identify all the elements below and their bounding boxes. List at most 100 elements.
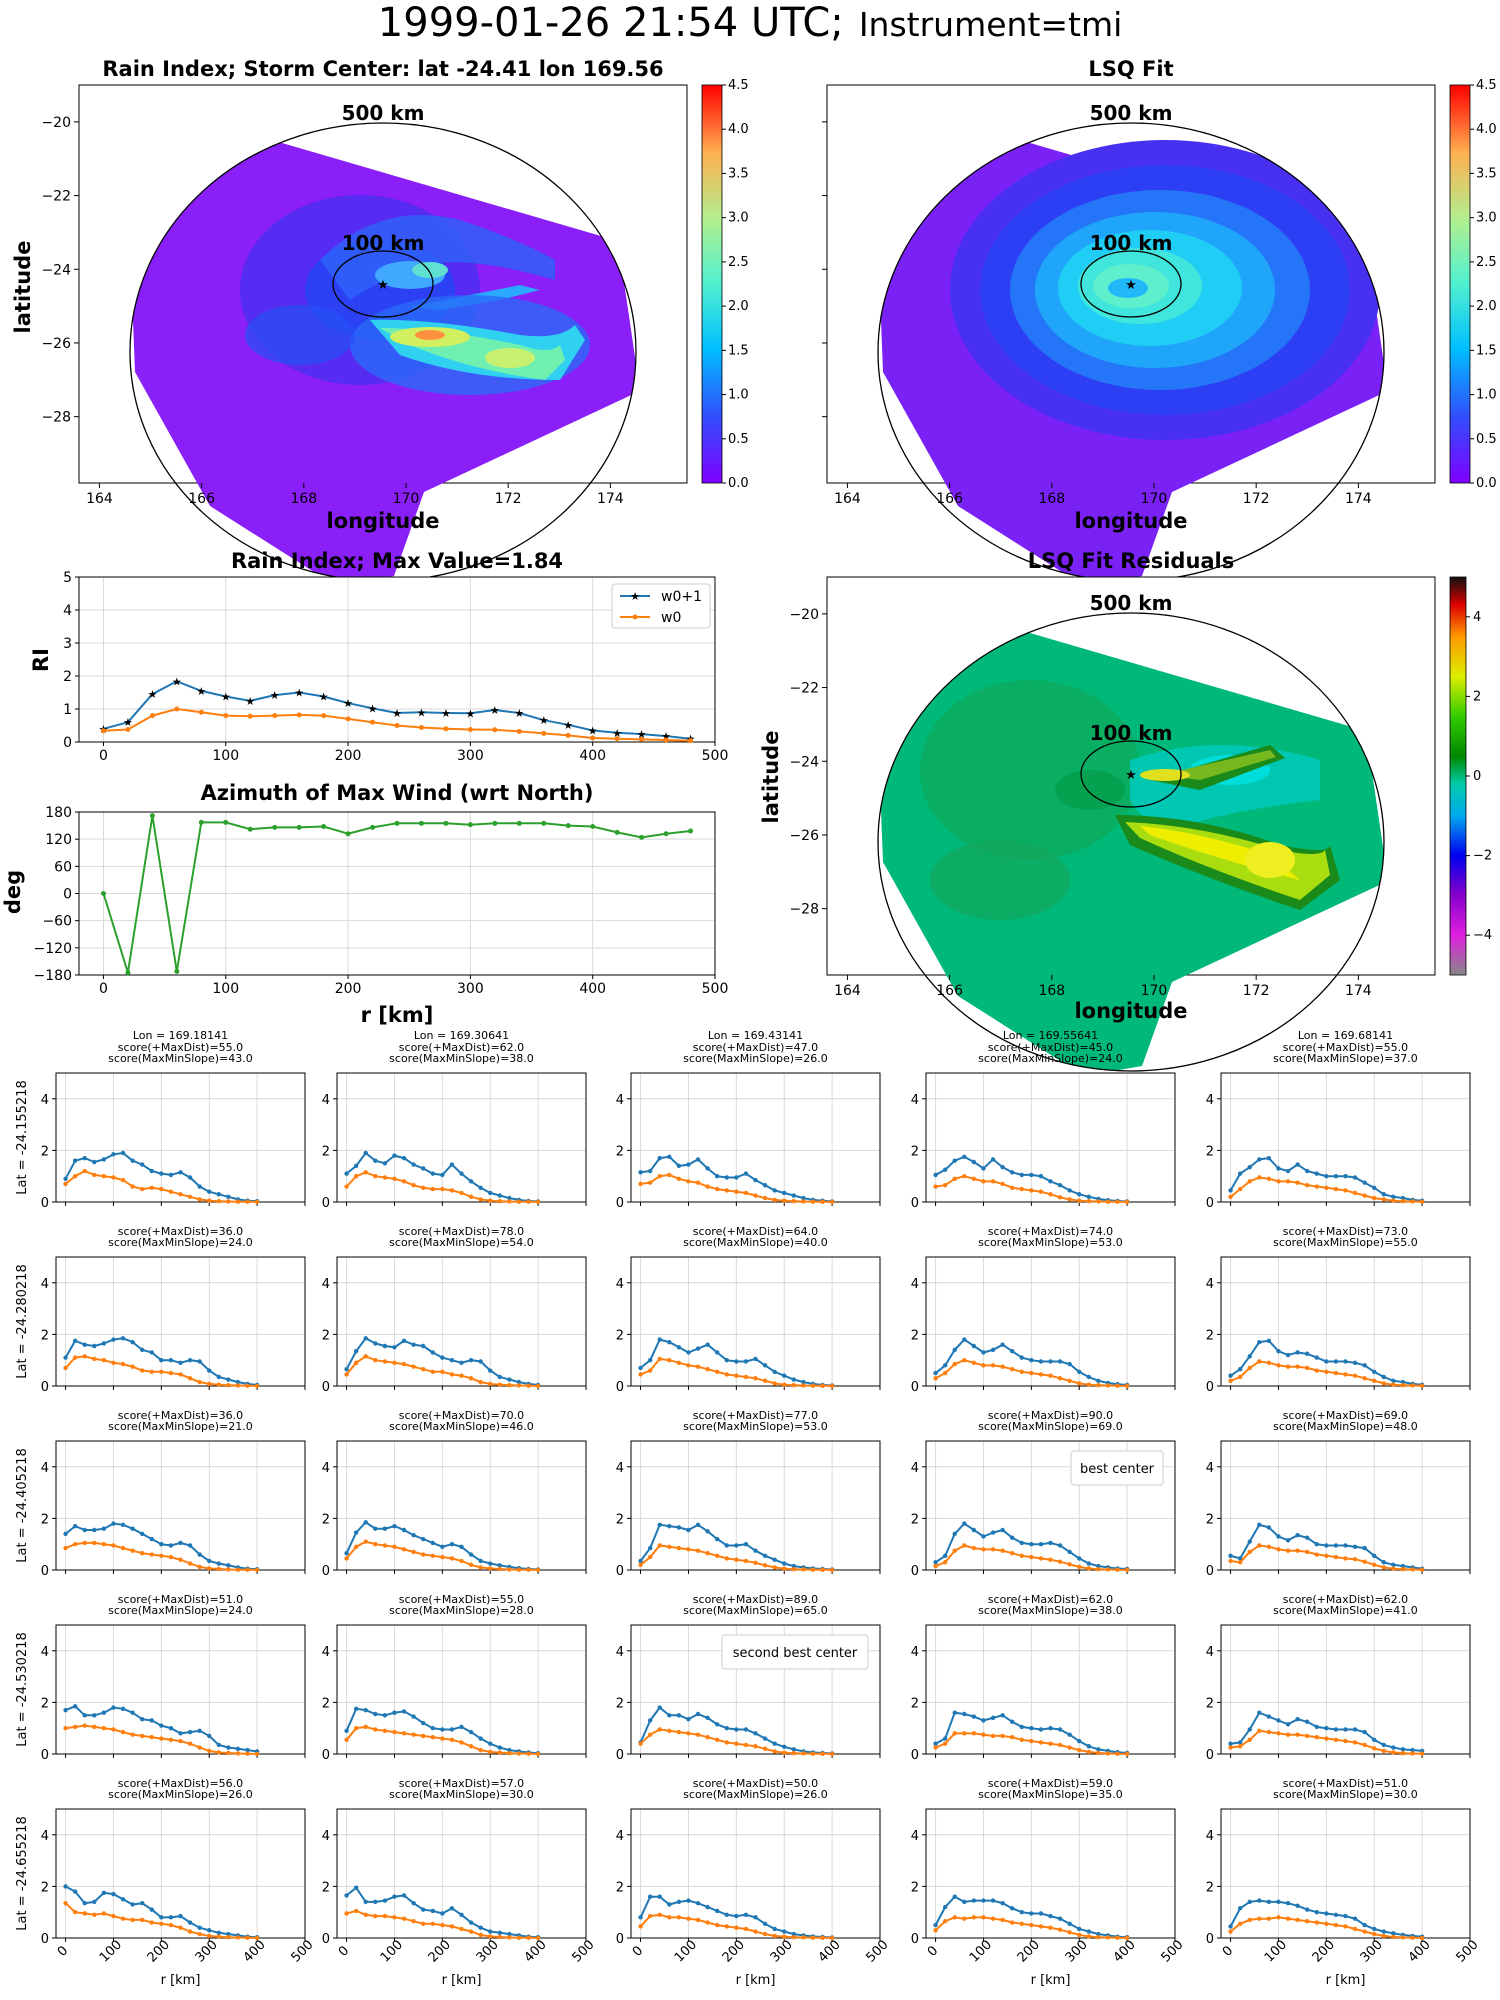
data-point — [459, 1190, 464, 1196]
data-point — [753, 1193, 758, 1198]
data-point — [714, 1553, 720, 1559]
data-point — [1285, 1548, 1291, 1553]
data-point — [590, 823, 596, 829]
cell-score-maxdist: score(+MaxDist)=51.0 — [1283, 1777, 1408, 1790]
data-point — [762, 1183, 768, 1188]
data-point — [449, 1358, 455, 1363]
data-point — [1067, 1732, 1072, 1737]
cell-lon-label: Lon = 169.55641 — [1003, 1029, 1098, 1042]
plot-frame — [925, 1440, 1176, 1571]
data-point — [394, 820, 400, 826]
score-cell: score(+MaxDist)=70.0score(MaxMinSlope)=4… — [322, 1409, 587, 1579]
data-point — [216, 1382, 222, 1387]
plot-frame — [925, 1072, 1176, 1203]
plot-frame — [630, 1808, 881, 1939]
data-point — [187, 1358, 193, 1363]
data-point — [82, 1168, 87, 1174]
data-point — [801, 1935, 806, 1940]
y-tick-label: 0 — [616, 1380, 624, 1395]
data-point — [497, 1563, 503, 1568]
cell-score-maxminslope: score(MaxMinSlope)=53.0 — [683, 1420, 828, 1433]
score-cell: score(+MaxDist)=62.0score(MaxMinSlope)=4… — [1206, 1593, 1471, 1763]
data-point — [676, 1545, 682, 1551]
data-point — [942, 1553, 948, 1559]
data-point — [1029, 1554, 1034, 1560]
data-point — [223, 713, 229, 719]
data-point — [363, 1170, 368, 1175]
data-point — [1257, 1339, 1262, 1345]
data-point — [392, 1544, 397, 1549]
data-point — [159, 1542, 164, 1547]
x-tick-label: 200 — [720, 1937, 748, 1965]
data-point — [942, 1363, 948, 1368]
cell-score-maxminslope: score(MaxMinSlope)=24.0 — [978, 1052, 1123, 1065]
data-point — [1391, 1931, 1396, 1936]
data-point — [363, 1707, 368, 1713]
data-point — [363, 1354, 368, 1359]
data-point — [411, 1532, 416, 1538]
data-point — [149, 713, 155, 719]
data-point — [1324, 1174, 1329, 1179]
data-point — [1304, 1351, 1310, 1356]
data-point — [130, 1902, 135, 1907]
cell-lat-label: Lat = -24.280218 — [15, 1264, 30, 1378]
data-point — [149, 1536, 154, 1542]
data-point — [72, 1355, 78, 1360]
plot-frame — [925, 1256, 1176, 1387]
colorbar-tick-label: 0.0 — [1476, 476, 1497, 491]
data-point — [1048, 1179, 1053, 1184]
x-tick-label: 500 — [569, 1937, 597, 1965]
data-point — [1391, 1562, 1396, 1568]
y-tick-label: 4 — [911, 1645, 919, 1660]
y-tick-label: 2 — [322, 1512, 330, 1527]
data-point — [63, 1884, 68, 1889]
data-point — [468, 1194, 474, 1200]
residual-map-ticks: 164 166 168 170 172 174 −20 −22 −24 −26 −28 — [789, 607, 1371, 999]
data-point — [1038, 1911, 1044, 1916]
data-point — [497, 1934, 503, 1940]
data-point — [1237, 1921, 1243, 1927]
data-point — [392, 1523, 397, 1529]
data-point — [695, 1900, 701, 1906]
data-point — [1314, 1171, 1319, 1176]
plot-area — [1221, 1257, 1470, 1386]
data-point — [1352, 1740, 1358, 1745]
data-point — [1048, 1359, 1053, 1364]
data-point — [724, 1188, 729, 1193]
data-point — [411, 1162, 416, 1167]
data-point — [1029, 1188, 1034, 1193]
plot-frame — [630, 1256, 881, 1387]
data-point — [1352, 1556, 1358, 1562]
data-point — [743, 1558, 749, 1564]
data-point — [971, 1343, 977, 1349]
data-point — [1343, 1359, 1348, 1364]
data-point — [459, 1360, 464, 1365]
data-point — [734, 1925, 739, 1930]
data-point — [216, 1199, 222, 1204]
data-point — [705, 1342, 710, 1347]
data-point — [695, 1364, 701, 1369]
data-point — [1333, 1912, 1339, 1917]
plot-area — [1221, 1073, 1470, 1202]
data-point — [1105, 1567, 1111, 1572]
legend-w0p1: w0+1 — [661, 589, 702, 605]
data-point — [1410, 1751, 1415, 1756]
cell-score-maxdist: score(+MaxDist)=90.0 — [988, 1409, 1113, 1422]
data-point — [149, 1907, 154, 1912]
data-point — [1048, 1913, 1053, 1919]
data-point — [820, 1751, 825, 1756]
residual-colorbar — [1449, 576, 1467, 976]
y-tick-label: 4 — [41, 1829, 49, 1844]
data-point — [467, 726, 473, 732]
cell-score-maxdist: score(+MaxDist)=56.0 — [118, 1777, 243, 1790]
plot-area — [337, 1809, 586, 1938]
data-point — [971, 1545, 977, 1551]
data-point — [516, 1935, 522, 1940]
data-point — [187, 1561, 193, 1566]
data-point: ★ — [196, 685, 206, 698]
data-point — [714, 1350, 720, 1355]
data-point — [207, 1733, 212, 1739]
rain-index-colorbar — [701, 84, 723, 484]
data-point — [734, 1373, 739, 1378]
data-point — [420, 1343, 426, 1349]
